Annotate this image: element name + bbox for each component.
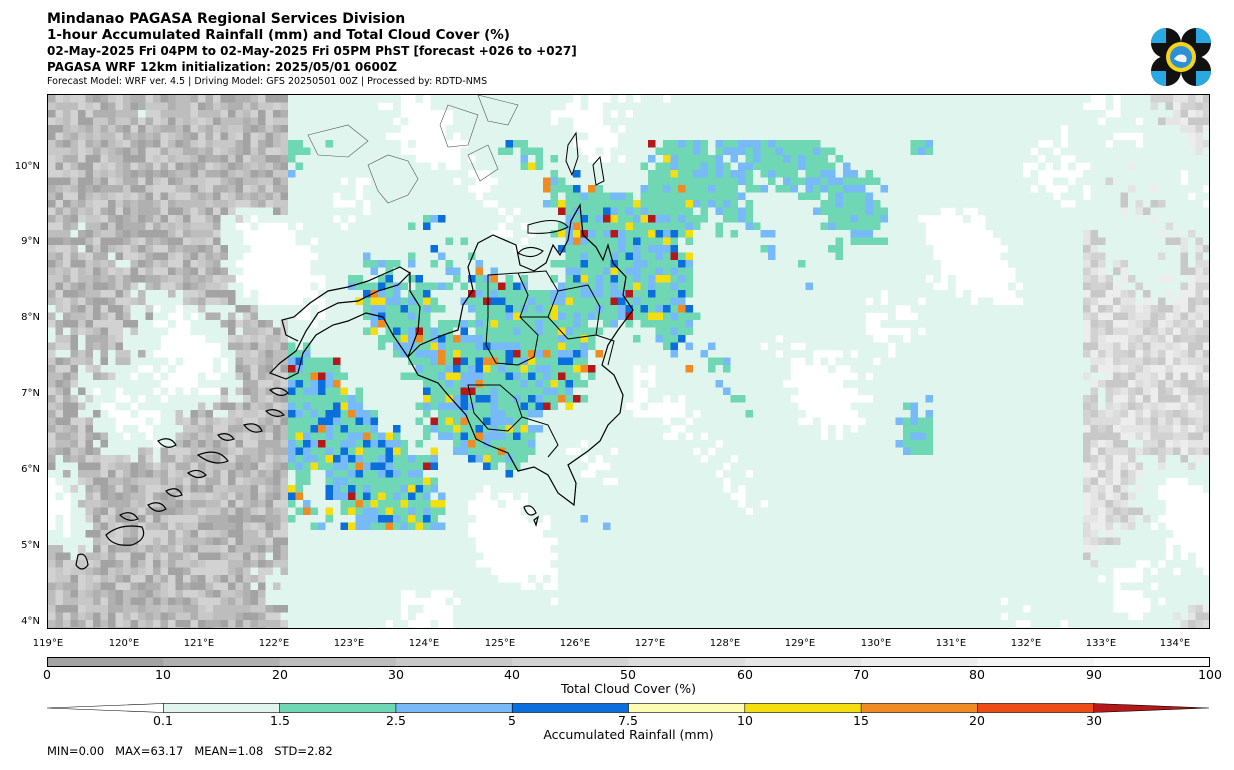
- map-subtitle: 1-hour Accumulated Rainfall (mm) and Tot…: [47, 27, 510, 43]
- rain-colorbar-segment: [628, 703, 746, 713]
- northern-islands: [517, 220, 569, 257]
- zamboanga-coastline: [268, 271, 421, 380]
- rain-tick: 30: [1086, 713, 1102, 728]
- lon-label: 132°E: [1010, 638, 1042, 649]
- cloud-colorbar-segment: [47, 657, 164, 667]
- max-label: MAX=: [115, 744, 151, 758]
- lat-label: 9°N: [21, 236, 40, 247]
- std-label: STD=: [274, 744, 308, 758]
- rain-tick: 0.1: [153, 713, 173, 728]
- cloud-colorbar-segment: [628, 657, 746, 667]
- rain-colorbar-segment: [163, 703, 281, 713]
- cloud-tick: 100: [1198, 667, 1222, 682]
- rain-tick: 10: [737, 713, 753, 728]
- lat-label: 5°N: [21, 540, 40, 551]
- cloud-tick: 70: [853, 667, 869, 682]
- rain-colorbar-segment: [860, 703, 979, 713]
- min-value: 0.00: [78, 744, 105, 758]
- cloud-colorbar-segment: [1093, 657, 1211, 667]
- rain-tick: 15: [853, 713, 869, 728]
- cloud-tick: 50: [620, 667, 636, 682]
- lat-label: 10°N: [14, 161, 40, 172]
- cloud-colorbar-segment: [395, 657, 513, 667]
- rain-tick: 7.5: [618, 713, 638, 728]
- lat-label: 7°N: [21, 388, 40, 399]
- rain-colorbar-segment: [511, 703, 630, 713]
- rainfall-label: Accumulated Rainfall (mm): [543, 727, 714, 742]
- std-value: 2.82: [307, 744, 333, 758]
- max-value: 63.17: [150, 744, 184, 758]
- lon-label: 131°E: [935, 638, 967, 649]
- model-initialization: PAGASA WRF 12km initialization: 2025/05/…: [47, 60, 397, 74]
- region-boundaries: [467, 270, 615, 458]
- mean-value: 1.08: [237, 744, 264, 758]
- lon-label: 126°E: [559, 638, 591, 649]
- cloud-tick: 30: [388, 667, 404, 682]
- rain-colorbar-segment: [395, 703, 513, 713]
- lon-label: 134°E: [1159, 638, 1191, 649]
- cloud-colorbar-segment: [512, 657, 629, 667]
- rainfall-cloud-map: [47, 94, 1210, 629]
- min-label: MIN=: [47, 744, 79, 758]
- rain-tick: 20: [969, 713, 985, 728]
- lon-label: 122°E: [258, 638, 290, 649]
- sulu-islands: [75, 387, 289, 570]
- cloud-tick: 80: [969, 667, 985, 682]
- lon-label: 128°E: [709, 638, 741, 649]
- lon-label: 130°E: [860, 638, 892, 649]
- mean-label: MEAN=: [194, 744, 238, 758]
- cloud-colorbar-segment: [861, 657, 978, 667]
- rain-colorbar-segment: [744, 703, 862, 713]
- cloud-tick: 20: [272, 667, 288, 682]
- cloud-tick: 40: [504, 667, 520, 682]
- lon-label: 124°E: [408, 638, 440, 649]
- lon-label: 120°E: [108, 638, 140, 649]
- lat-label: 8°N: [21, 312, 40, 323]
- cloud-cover-label: Total Cloud Cover (%): [560, 681, 697, 696]
- visayas-outlines: [307, 95, 519, 204]
- lon-label: 129°E: [784, 638, 816, 649]
- cloud-colorbar-segment: [279, 657, 397, 667]
- mindanao-coastline: [407, 203, 634, 507]
- rain-colorbar-segment: [279, 703, 397, 713]
- rain-tick: 2.5: [386, 713, 406, 728]
- eastern-islands: [565, 131, 605, 186]
- lon-label: 119°E: [32, 638, 64, 649]
- lon-label: 133°E: [1085, 638, 1117, 649]
- cloud-tick: 10: [155, 667, 171, 682]
- cloud-tick: 90: [1086, 667, 1102, 682]
- rain-tick: 1.5: [270, 713, 290, 728]
- cloud-colorbar-segment: [977, 657, 1095, 667]
- pagasa-logo: [1151, 28, 1211, 86]
- cloud-colorbar-segment: [163, 657, 281, 667]
- cloud-cover-colorbar: [47, 657, 1211, 667]
- cloud-tick: 60: [737, 667, 753, 682]
- rainfall-colorbar: [47, 703, 1210, 713]
- rain-colorbar-segment: [47, 703, 164, 713]
- lat-label: 6°N: [21, 464, 40, 475]
- lon-label: 121°E: [183, 638, 215, 649]
- rain-colorbar-segment: [1093, 703, 1210, 713]
- rain-tick: 5: [508, 713, 516, 728]
- lon-label: 123°E: [333, 638, 365, 649]
- rain-colorbar-segment: [977, 703, 1095, 713]
- map-title: Mindanao PAGASA Regional Services Divisi…: [47, 11, 406, 27]
- lon-label: 127°E: [634, 638, 666, 649]
- sarangani-islands: [523, 505, 539, 527]
- model-info: Forecast Model: WRF ver. 4.5 | Driving M…: [47, 76, 488, 87]
- forecast-period: 02-May-2025 Fri 04PM to 02-May-2025 Fri …: [47, 44, 577, 58]
- lon-label: 125°E: [484, 638, 516, 649]
- lat-label: 4°N: [21, 616, 40, 627]
- cloud-colorbar-segment: [744, 657, 862, 667]
- cloud-tick: 0: [43, 667, 51, 682]
- statistics-line: MIN=0.00 MAX=63.17 MEAN=1.08 STD=2.82: [47, 744, 333, 758]
- zamboanga-north-coastline: [281, 266, 411, 342]
- map-canvas: [48, 95, 1209, 628]
